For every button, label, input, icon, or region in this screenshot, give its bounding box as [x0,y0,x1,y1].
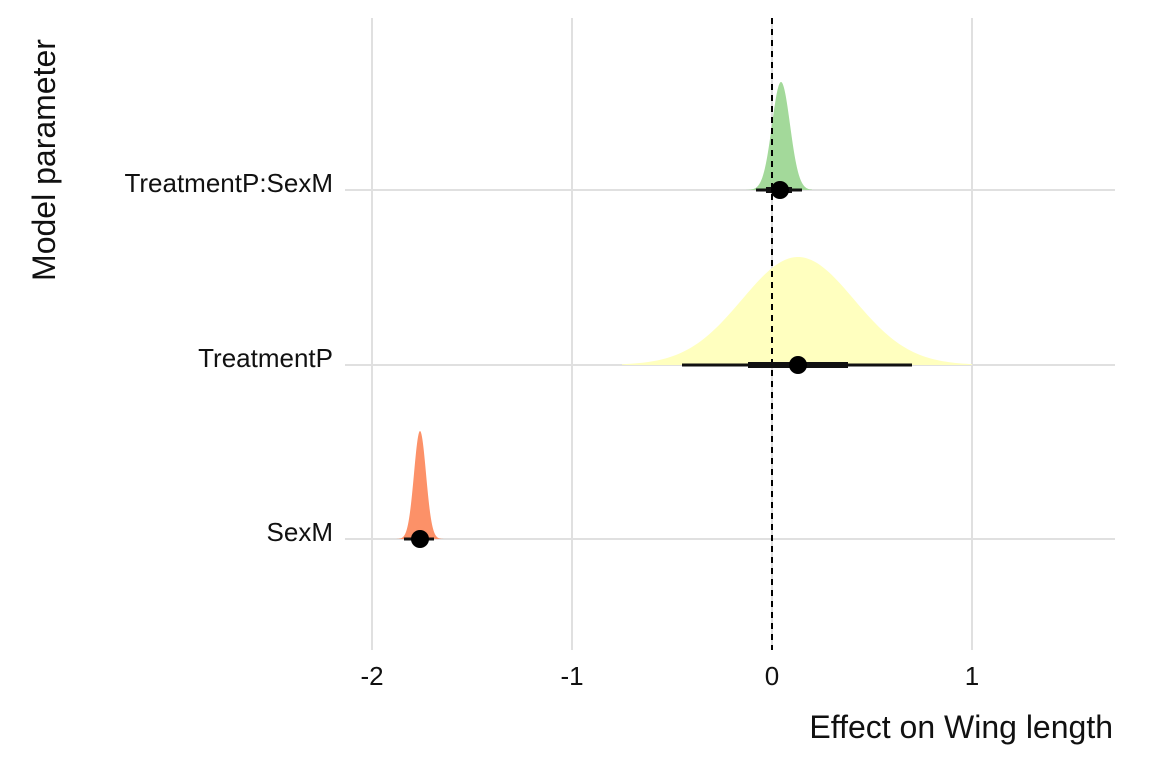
y-tick-label: TreatmentP [198,343,333,373]
interval-layer [404,181,912,548]
x-axis-ticks: -2 -1 0 1 [360,661,979,691]
y-tick-label: SexM [267,517,333,547]
point-estimate-treatmentp-sexm [771,181,789,199]
density-treatmentp [622,257,972,365]
x-tick-label: -2 [360,661,383,691]
point-estimate-sexm [411,530,429,548]
y-tick-label: TreatmentP:SexM [124,168,333,198]
x-axis-title: Effect on Wing length [809,709,1113,745]
density-treatmentp-sexm [742,82,812,190]
point-estimate-treatmentp [789,356,807,374]
x-tick-label: -1 [560,661,583,691]
x-tick-label: 1 [965,661,979,691]
y-axis-ticks: TreatmentP:SexM TreatmentP SexM [124,168,333,547]
density-layer [392,82,972,539]
x-tick-label: 0 [765,661,779,691]
y-axis-title: Model parameter [26,39,62,281]
density-sexm [392,431,452,539]
